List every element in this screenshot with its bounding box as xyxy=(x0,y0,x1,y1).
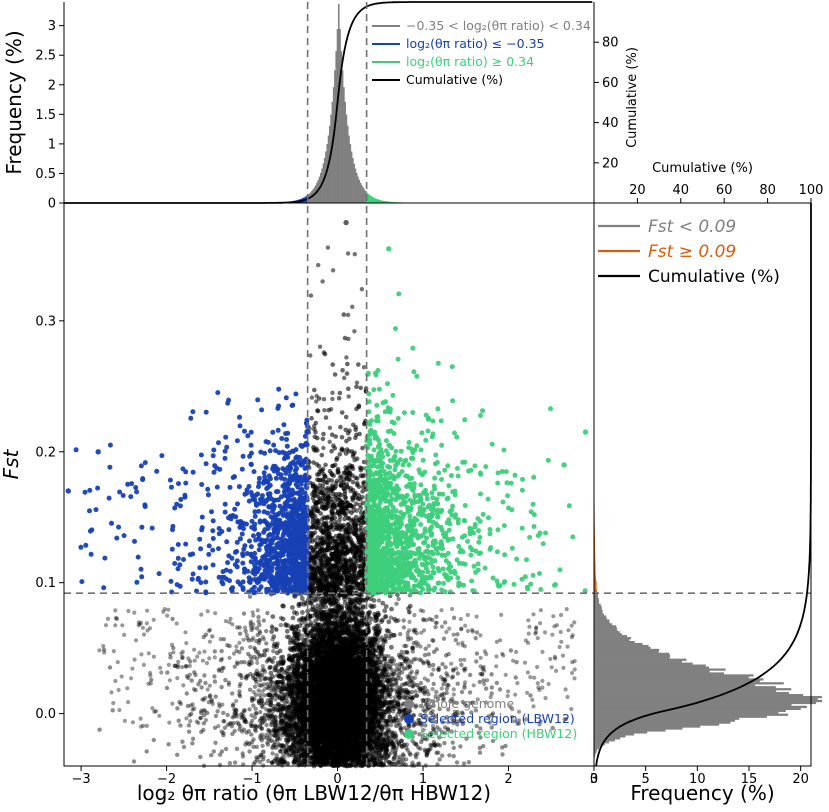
scatter-point xyxy=(284,628,290,634)
scatter-point xyxy=(300,610,305,615)
scatter-point xyxy=(358,505,364,511)
scatter-point xyxy=(369,616,374,622)
scatter-point xyxy=(402,666,407,671)
scatter-point xyxy=(269,629,275,634)
scatter-point xyxy=(389,606,394,612)
scatter-point xyxy=(386,619,392,625)
scatter-point xyxy=(389,644,394,650)
scatter-point xyxy=(373,626,379,632)
scatter-point xyxy=(270,614,276,619)
scatter-point xyxy=(354,508,360,513)
main-scatter-points xyxy=(65,219,589,769)
scatter-point xyxy=(274,650,280,656)
scatter-point xyxy=(268,670,274,676)
scatter-point xyxy=(290,605,295,610)
